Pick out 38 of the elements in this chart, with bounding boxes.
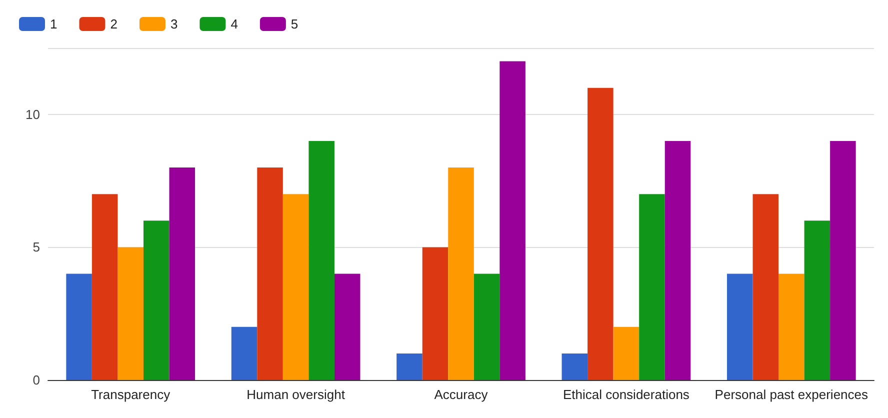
x-tick-label: Personal past experiences xyxy=(714,387,868,402)
bar xyxy=(396,353,422,380)
bar xyxy=(830,140,856,380)
bar xyxy=(613,326,640,380)
bar xyxy=(66,274,92,380)
bar xyxy=(92,194,118,380)
legend-label: 2 xyxy=(110,16,118,32)
y-tick-label: 5 xyxy=(32,240,40,255)
y-tick-label: 10 xyxy=(26,106,40,122)
x-tick-label: Transparency xyxy=(91,387,171,402)
legend-label: 4 xyxy=(230,16,238,32)
bar xyxy=(143,220,170,380)
bar xyxy=(231,326,258,380)
bar xyxy=(257,168,283,380)
x-tick-label: Accuracy xyxy=(434,387,488,402)
bar xyxy=(334,274,360,380)
bar xyxy=(282,194,309,380)
legend-label: 5 xyxy=(290,16,298,32)
bar xyxy=(169,168,196,380)
x-tick-label: Human oversight xyxy=(246,387,346,402)
bar xyxy=(448,168,474,380)
bar xyxy=(726,274,753,380)
bar xyxy=(639,194,665,380)
bar xyxy=(562,353,588,380)
x-tick-label: Ethical considerations xyxy=(562,387,690,402)
y-tick-label: 0 xyxy=(32,372,40,388)
bar xyxy=(752,194,779,380)
bar xyxy=(664,140,691,380)
bar xyxy=(588,88,614,380)
bar xyxy=(118,247,144,380)
bar xyxy=(778,274,804,380)
bar xyxy=(804,220,830,380)
bar xyxy=(500,61,526,380)
bar xyxy=(474,274,500,380)
bar xyxy=(308,140,334,380)
legend-label: 1 xyxy=(50,16,58,32)
legend-label: 3 xyxy=(170,16,178,32)
bar xyxy=(422,247,448,380)
